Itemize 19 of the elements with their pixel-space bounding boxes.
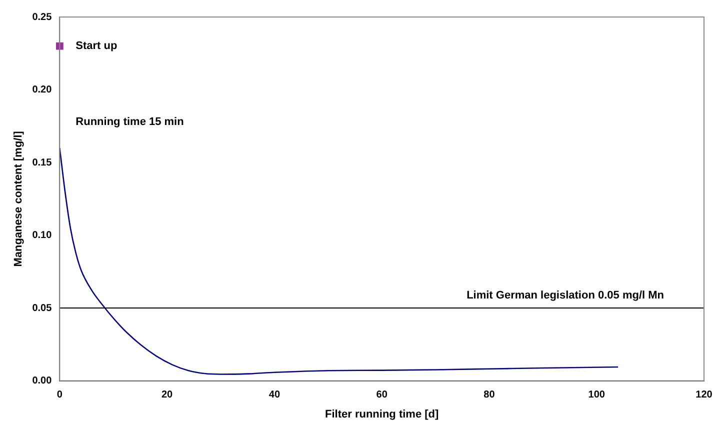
y-tick-label: 0.05 <box>32 302 52 314</box>
x-tick-label: 20 <box>161 390 174 401</box>
x-tick-label: 40 <box>268 390 280 401</box>
y-tick-label: 0.25 <box>32 12 52 23</box>
x-axis-title: Filter running time [d] <box>324 408 439 420</box>
y-tick-label: 0.15 <box>32 157 52 168</box>
x-tick-label: 100 <box>588 390 606 401</box>
y-axis-title: Manganese content [mg/l] <box>12 130 25 267</box>
x-tick-label: 80 <box>484 390 496 401</box>
y-tick-label: 0.00 <box>32 376 52 387</box>
annotation: Running time 15 min <box>76 116 184 128</box>
x-tick-label: 0 <box>56 390 63 401</box>
line-series <box>60 147 619 375</box>
y-tick-label: 0.10 <box>32 230 52 242</box>
y-tick-label: 0.20 <box>32 84 52 96</box>
annotation: Start up <box>76 40 118 52</box>
x-tick-label: 120 <box>696 390 713 401</box>
ref-line-label: Limit German legislation 0.05 mg/l Mn <box>466 290 664 302</box>
x-tick-label: 60 <box>376 390 388 401</box>
